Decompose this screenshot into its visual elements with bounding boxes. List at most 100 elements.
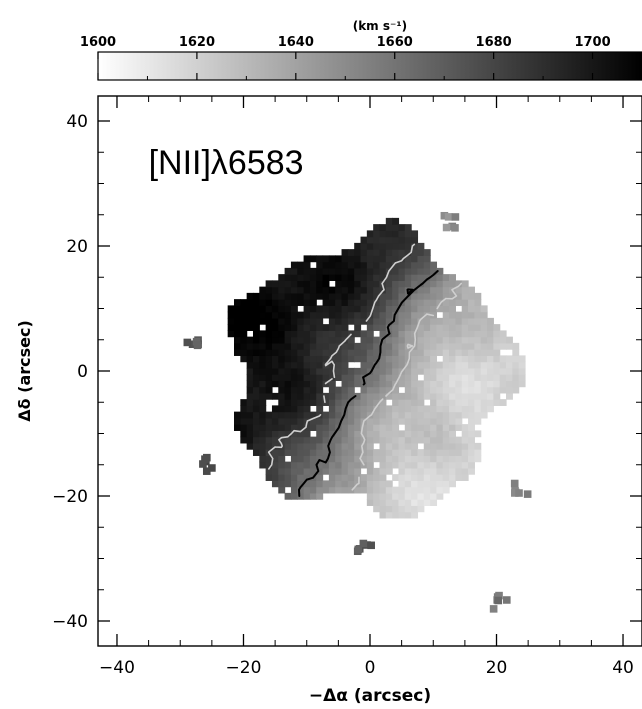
velocity-pixel	[316, 474, 324, 481]
velocity-pixel	[417, 474, 425, 481]
velocity-pixel	[423, 367, 431, 375]
velocity-pixel	[430, 374, 438, 381]
velocity-pixel	[385, 380, 393, 388]
velocity-pixel	[290, 461, 298, 469]
velocity-pixel	[290, 374, 298, 381]
velocity-pixel	[417, 467, 425, 475]
velocity-pixel	[423, 280, 431, 288]
velocity-pixel	[518, 380, 526, 388]
velocity-pixel	[271, 405, 279, 413]
velocity-pixel	[449, 392, 456, 400]
outlier-patch-3	[511, 489, 519, 497]
velocity-pixel	[436, 299, 444, 306]
velocity-pixel	[430, 324, 438, 331]
velocity-pixel	[360, 474, 368, 481]
velocity-pixel	[423, 499, 431, 506]
velocity-pixel	[449, 274, 456, 281]
velocity-pixel	[449, 299, 456, 306]
velocity-pixel	[373, 399, 381, 406]
velocity-pixel	[278, 299, 286, 306]
velocity-pixel	[335, 417, 343, 425]
velocity-pixel	[442, 436, 450, 444]
velocity-pixel	[373, 311, 381, 319]
velocity-pixel	[385, 342, 393, 350]
velocity-pixel	[278, 311, 286, 319]
velocity-pixel	[430, 492, 438, 500]
velocity-pixel	[366, 449, 374, 456]
velocity-pixel	[461, 436, 469, 444]
velocity-pixel	[436, 399, 444, 406]
velocity-pixel	[297, 392, 305, 400]
velocity-pixel	[297, 286, 305, 294]
velocity-pixel	[354, 261, 362, 269]
velocity-pixel	[303, 255, 311, 263]
velocity-pixel	[259, 367, 267, 375]
velocity-pixel	[309, 455, 317, 463]
velocity-pixel	[442, 299, 450, 306]
velocity-pixel	[455, 455, 463, 463]
velocity-pixel	[499, 386, 507, 394]
velocity-pixel	[417, 336, 425, 344]
velocity-pixel	[436, 492, 444, 500]
velocity-pixel	[423, 461, 431, 469]
velocity-pixel	[252, 380, 260, 388]
y-tick-label--40: −40	[52, 612, 88, 632]
velocity-pixel	[290, 436, 298, 444]
velocity-pixel	[335, 430, 343, 438]
velocity-pixel	[398, 455, 406, 463]
velocity-pixel	[354, 367, 362, 375]
y-tick-label--20: −20	[52, 487, 88, 507]
velocity-pixel	[284, 324, 292, 331]
velocity-pixel	[436, 467, 444, 475]
velocity-pixel	[234, 411, 241, 419]
velocity-pixel	[341, 380, 349, 388]
velocity-pixel	[234, 349, 241, 356]
velocity-pixel	[354, 424, 362, 431]
velocity-pixel	[404, 267, 412, 275]
velocity-pixel	[461, 442, 469, 450]
velocity-pixel	[265, 461, 273, 469]
velocity-pixel	[373, 286, 381, 294]
velocity-pixel	[322, 342, 330, 350]
velocity-pixel	[303, 286, 311, 294]
velocity-pixel	[392, 236, 400, 244]
velocity-pixel	[316, 374, 324, 381]
velocity-pixel	[354, 417, 362, 425]
velocity-pixel	[328, 336, 336, 344]
velocity-pixel	[423, 442, 431, 450]
velocity-pixel	[259, 342, 267, 350]
velocity-pixel	[316, 342, 324, 350]
velocity-pixel	[398, 480, 406, 488]
velocity-pixel	[284, 299, 292, 306]
velocity-pixel	[284, 342, 292, 350]
velocity-pixel	[366, 255, 374, 263]
velocity-pixel	[322, 330, 330, 338]
velocity-pixel	[278, 342, 286, 350]
velocity-pixel	[265, 430, 273, 438]
velocity-pixel	[455, 324, 463, 331]
outlier-patch-2	[359, 539, 368, 548]
velocity-pixel	[259, 292, 267, 300]
velocity-pixel	[366, 461, 374, 469]
velocity-pixel	[417, 311, 425, 319]
velocity-pixel	[411, 255, 419, 263]
velocity-pixel	[259, 430, 267, 438]
velocity-pixel	[417, 286, 425, 294]
velocity-pixel	[240, 330, 248, 338]
velocity-pixel	[430, 386, 438, 394]
velocity-pixel	[278, 349, 286, 356]
velocity-pixel	[290, 267, 298, 275]
velocity-pixel	[297, 474, 305, 481]
velocity-pixel	[271, 305, 279, 313]
velocity-pixel	[398, 492, 406, 500]
velocity-pixel	[328, 486, 336, 494]
colorbar-ticks: 1600 1620 1640 1660 1680 1700	[80, 35, 611, 80]
velocity-pixel	[411, 274, 419, 281]
velocity-pixel	[398, 224, 406, 231]
velocity-pixel	[379, 474, 387, 481]
velocity-pixel	[392, 436, 400, 444]
velocity-pixel	[411, 380, 419, 388]
velocity-pixel	[430, 392, 438, 400]
velocity-pixel	[442, 274, 450, 281]
velocity-pixel	[271, 374, 279, 381]
